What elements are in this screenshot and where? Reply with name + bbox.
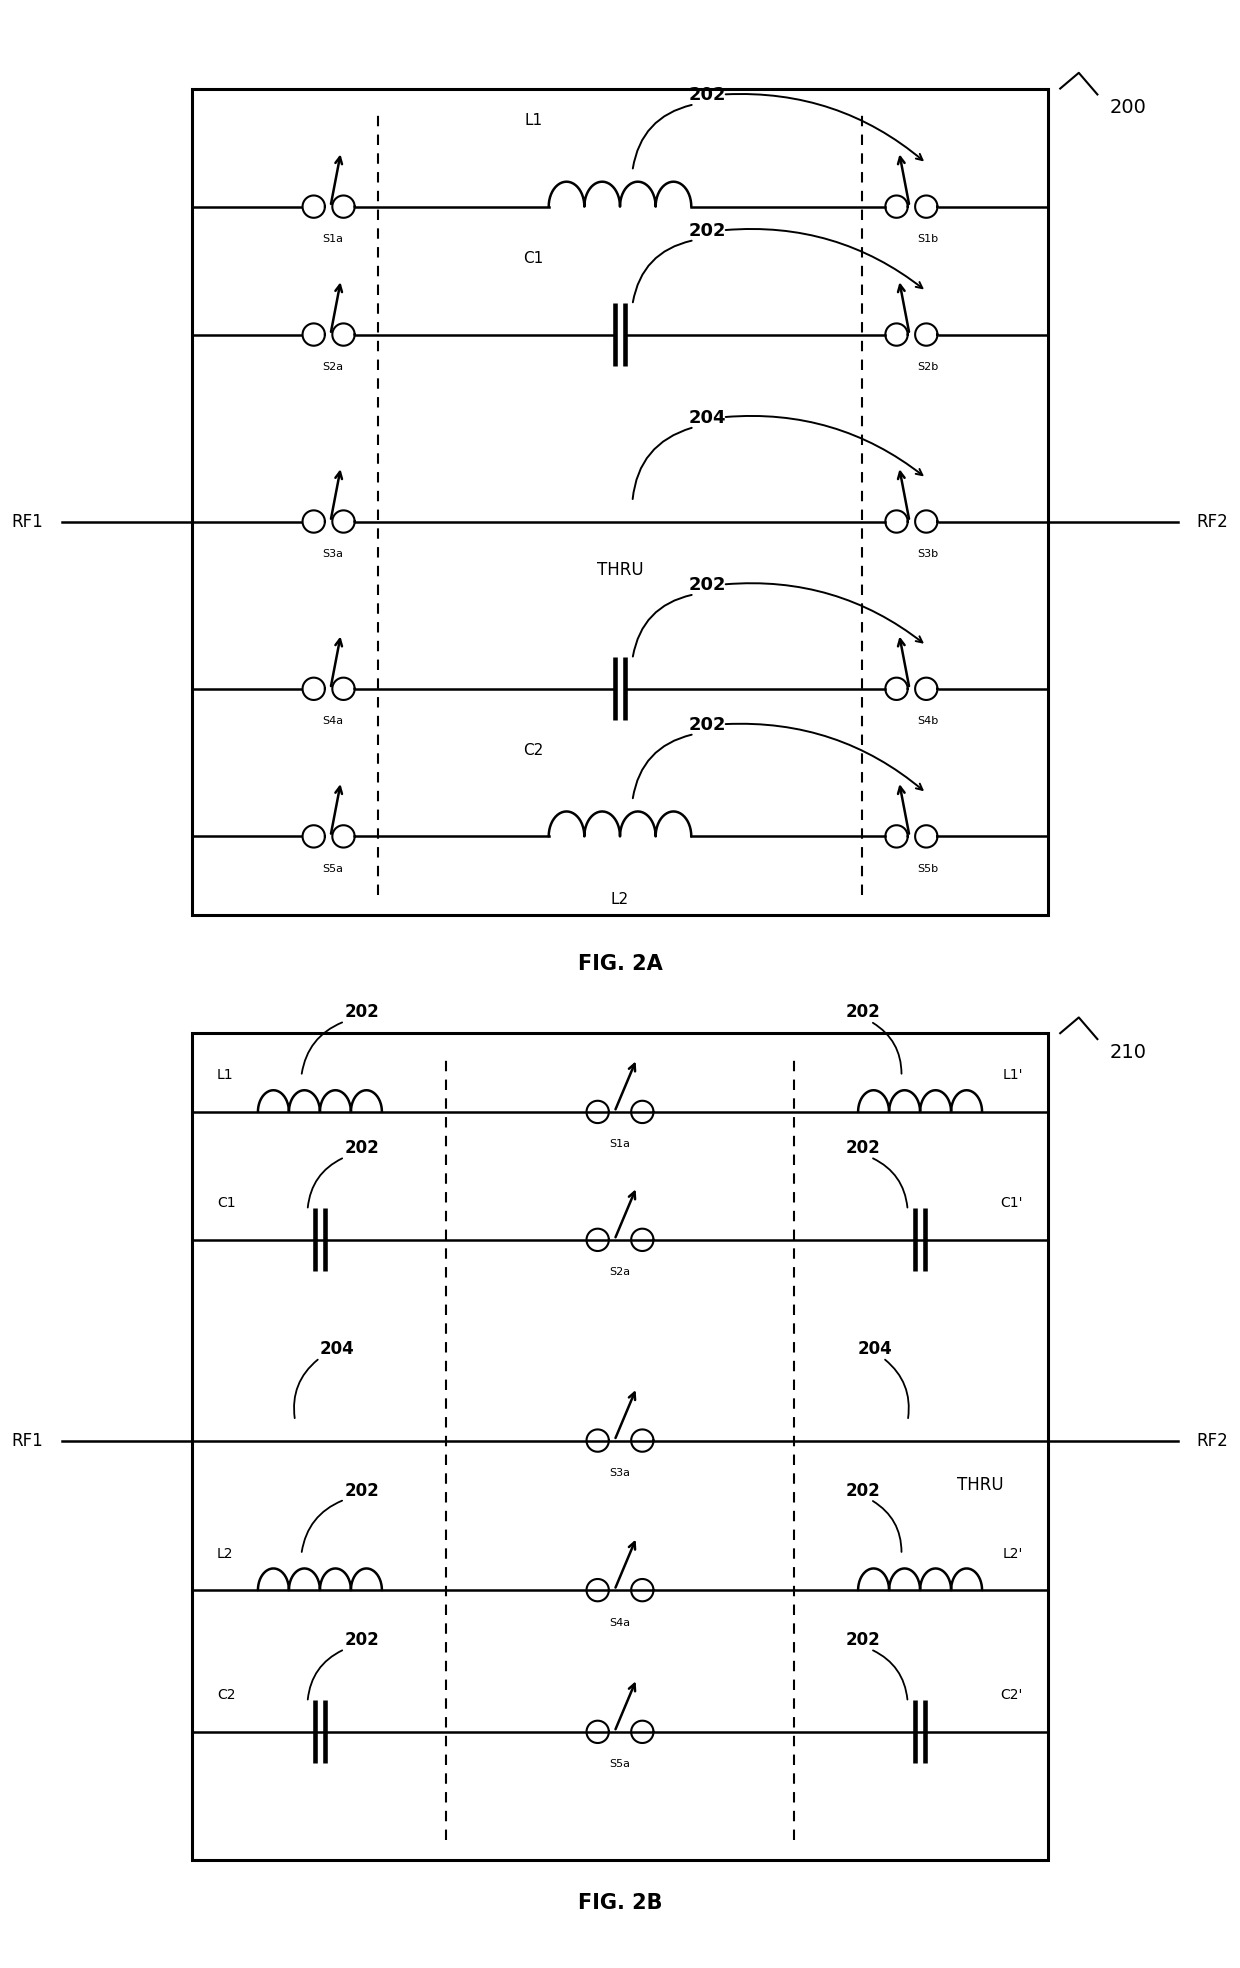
Text: S2a: S2a: [322, 362, 343, 372]
Text: S2b: S2b: [918, 362, 939, 372]
Text: C2: C2: [523, 742, 543, 758]
Text: 202: 202: [688, 222, 725, 240]
Text: S5b: S5b: [918, 864, 939, 874]
Text: FIG. 2B: FIG. 2B: [578, 1893, 662, 1913]
Text: 202: 202: [846, 1631, 880, 1649]
Text: 202: 202: [345, 1631, 379, 1649]
Text: C1: C1: [523, 250, 543, 266]
Text: RF2: RF2: [1197, 512, 1229, 531]
Text: S5a: S5a: [610, 1759, 630, 1769]
Text: THRU: THRU: [596, 561, 644, 579]
Text: 200: 200: [1110, 98, 1147, 118]
Text: 202: 202: [345, 1139, 379, 1157]
Text: 202: 202: [846, 1004, 880, 1021]
Text: THRU: THRU: [957, 1476, 1004, 1494]
Text: 202: 202: [688, 87, 725, 104]
Text: RF1: RF1: [11, 512, 43, 531]
Text: S4a: S4a: [609, 1618, 631, 1628]
Text: S1b: S1b: [918, 234, 939, 244]
Text: 204: 204: [688, 409, 725, 427]
Text: 202: 202: [846, 1139, 880, 1157]
Text: L2: L2: [217, 1547, 233, 1561]
Text: 204: 204: [320, 1340, 355, 1358]
Text: C2: C2: [217, 1689, 236, 1702]
Text: S4a: S4a: [322, 716, 343, 726]
Text: 210: 210: [1110, 1043, 1147, 1063]
Text: 202: 202: [345, 1482, 379, 1500]
Text: RF2: RF2: [1197, 1431, 1229, 1450]
Text: L1': L1': [1002, 1069, 1023, 1082]
Text: 202: 202: [345, 1004, 379, 1021]
Text: S2a: S2a: [609, 1267, 631, 1277]
Text: S1a: S1a: [610, 1139, 630, 1149]
Text: S1a: S1a: [322, 234, 343, 244]
Text: C1: C1: [217, 1197, 236, 1210]
Text: L1: L1: [217, 1069, 233, 1082]
Text: S3b: S3b: [918, 549, 939, 559]
Text: S3a: S3a: [322, 549, 343, 559]
Text: 204: 204: [858, 1340, 893, 1358]
Text: S3a: S3a: [610, 1468, 630, 1478]
Text: 202: 202: [688, 577, 725, 594]
Text: C2': C2': [1001, 1689, 1023, 1702]
Text: FIG. 2A: FIG. 2A: [578, 954, 662, 974]
Text: RF1: RF1: [11, 1431, 43, 1450]
Text: L1: L1: [525, 112, 542, 128]
Text: L2: L2: [611, 892, 629, 907]
Text: S5a: S5a: [322, 864, 343, 874]
Text: C1': C1': [1001, 1197, 1023, 1210]
Text: S4b: S4b: [918, 716, 939, 726]
Text: 202: 202: [688, 716, 725, 734]
Bar: [192, 1033, 1048, 1860]
Bar: [192, 89, 1048, 915]
Text: 202: 202: [846, 1482, 880, 1500]
Text: L2': L2': [1003, 1547, 1023, 1561]
